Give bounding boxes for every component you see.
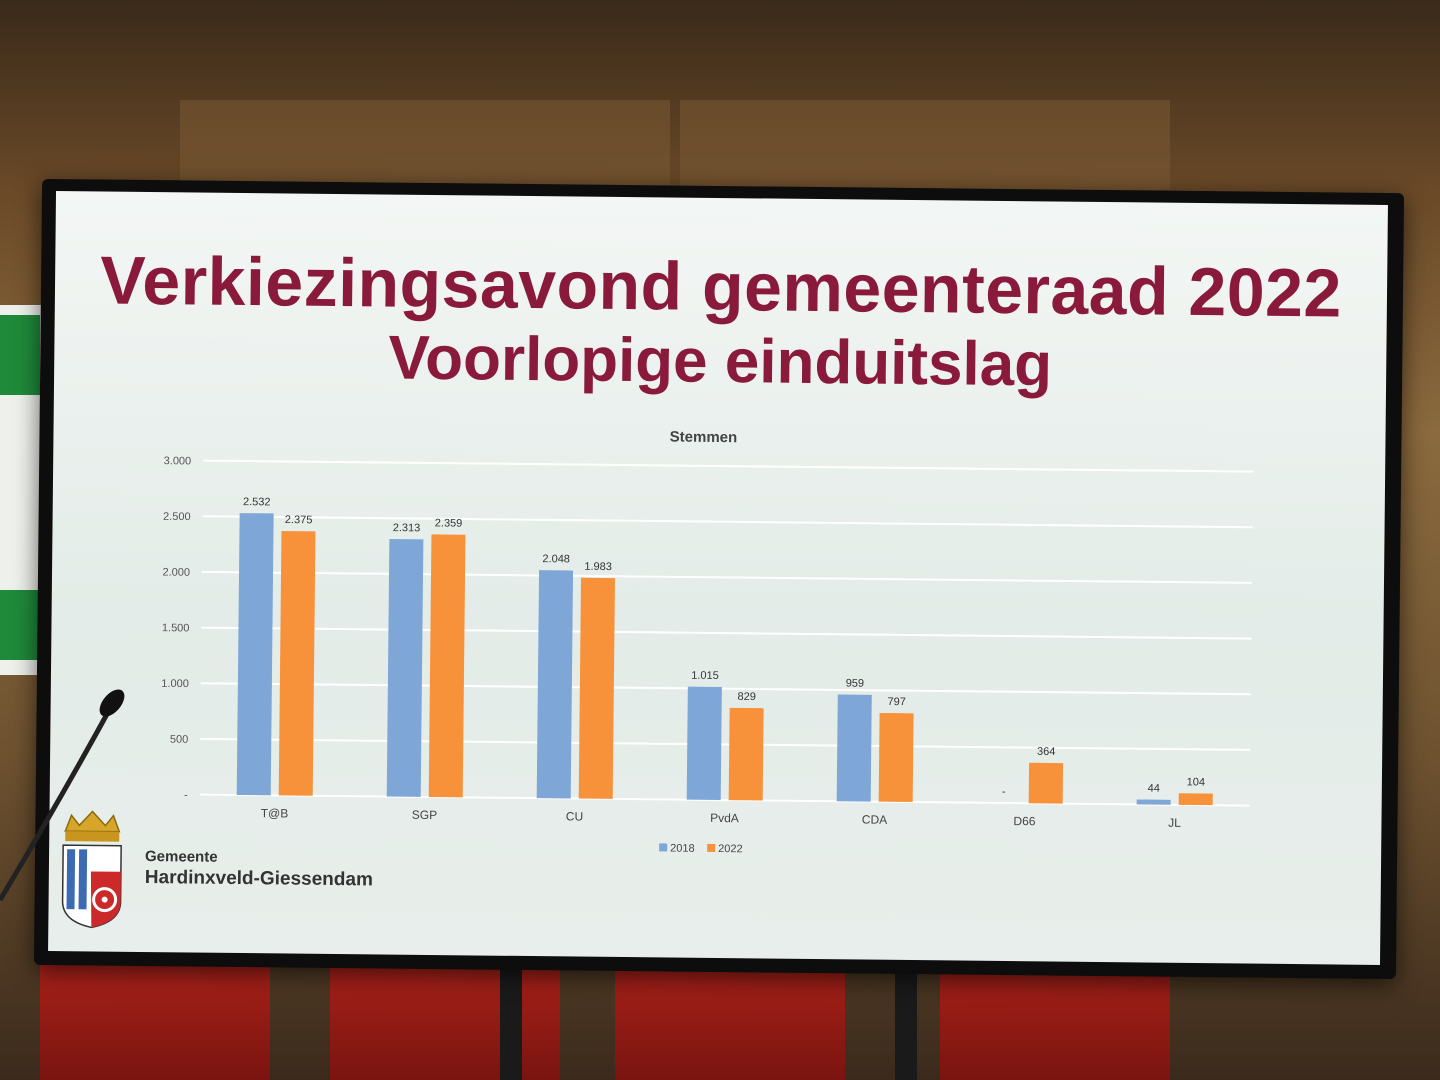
- data-label: 2.313: [393, 522, 421, 534]
- bar-2022-D66: [1028, 762, 1064, 804]
- data-label: 104: [1187, 776, 1205, 788]
- organization-line1: Gemeente: [144, 848, 218, 866]
- legend-swatch-2022: [707, 843, 716, 852]
- data-label: 1.015: [691, 670, 719, 682]
- y-tick-label: 2.000: [162, 567, 190, 579]
- legend-label: 2018: [670, 843, 695, 855]
- y-tick-label: 3.000: [164, 455, 192, 467]
- gridline: [203, 459, 1254, 473]
- bar-2018-CDA: [836, 694, 872, 802]
- y-tick-label: 500: [170, 734, 188, 746]
- y-tick-label: 1.000: [161, 678, 189, 690]
- organization-name: Gemeente Hardinxveld-Giessendam: [145, 848, 374, 891]
- data-label: 2.359: [435, 517, 463, 529]
- data-label: 959: [846, 678, 864, 690]
- gridline: [201, 626, 1252, 640]
- bar-2018-CU: [536, 570, 574, 799]
- data-label: 1.983: [584, 561, 612, 573]
- x-tick-label: JL: [1168, 816, 1181, 830]
- bar-2018-PvdA: [686, 686, 722, 801]
- organization-line2: Hardinxveld-Giessendam: [144, 867, 374, 891]
- x-tick-label: PvdA: [710, 811, 739, 825]
- background-sign: [0, 305, 44, 675]
- bar-2022-CU: [578, 577, 616, 799]
- data-label: 44: [1148, 783, 1160, 795]
- bar-2018-T@B: [236, 513, 274, 796]
- coat-of-arms-logo: [61, 810, 122, 929]
- x-tick-label: CDA: [862, 813, 887, 827]
- bar-2022-SGP: [428, 534, 466, 798]
- legend-swatch-2018: [659, 843, 668, 852]
- data-label: 797: [887, 696, 905, 708]
- x-tick-label: D66: [1013, 814, 1035, 828]
- wall-panel: [680, 100, 1170, 190]
- chair: [40, 945, 270, 1080]
- presentation-slide: Verkiezingsavond gemeenteraad 2022 Voorl…: [48, 191, 1388, 965]
- data-label: -: [1002, 786, 1006, 798]
- wall-panel: [180, 100, 670, 190]
- legend-label: 2022: [718, 843, 743, 855]
- bar-2018-JL: [1136, 799, 1171, 805]
- x-tick-label: CU: [566, 809, 583, 823]
- gridline: [200, 682, 1251, 696]
- gridline: [202, 515, 1253, 529]
- bar-2022-PvdA: [728, 707, 764, 801]
- y-tick-label: 1.500: [162, 622, 190, 634]
- y-tick-label: -: [184, 789, 188, 801]
- x-tick-label: T@B: [261, 806, 289, 820]
- bar-2022-CDA: [878, 712, 914, 803]
- chart-legend: 2018 2022: [659, 843, 743, 855]
- data-label: 829: [738, 691, 756, 703]
- bar-2018-SGP: [386, 539, 424, 797]
- y-tick-label: 2.500: [163, 511, 191, 523]
- chart-title: Stemmen: [670, 428, 738, 446]
- tv-stand-leg: [500, 960, 522, 1080]
- tv-monitor: Verkiezingsavond gemeenteraad 2022 Voorl…: [33, 178, 1405, 980]
- bar-2022-T@B: [278, 530, 316, 796]
- data-label: 364: [1037, 746, 1055, 758]
- bar-2022-JL: [1178, 793, 1213, 806]
- bar-chart: Stemmen - 500 1.000 1.500 2.000 2.500 3.000 2.…: [161, 428, 1254, 855]
- data-label: 2.375: [285, 514, 313, 526]
- gridline: [202, 570, 1252, 584]
- data-label: 2.532: [243, 496, 271, 508]
- data-label: 2.048: [542, 553, 570, 565]
- gridline: [199, 793, 1250, 807]
- gridline: [200, 737, 1251, 751]
- tv-stand-leg: [895, 960, 917, 1080]
- x-tick-label: SGP: [412, 808, 437, 822]
